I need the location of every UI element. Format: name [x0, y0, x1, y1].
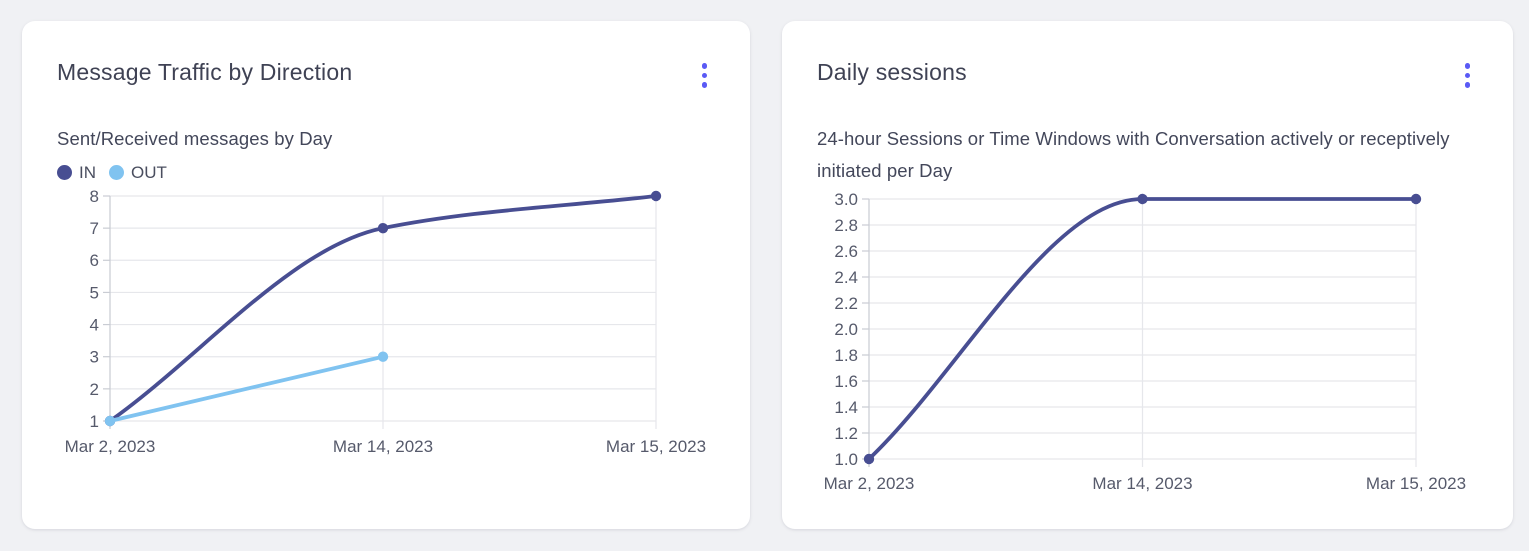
svg-text:Mar 15, 2023: Mar 15, 2023 — [606, 437, 706, 456]
kebab-dot — [1464, 63, 1470, 69]
message-traffic-card: Message Traffic by Direction Sent/Receiv… — [22, 21, 750, 529]
svg-text:Mar 2, 2023: Mar 2, 2023 — [824, 474, 915, 493]
kebab-dot — [701, 63, 707, 69]
svg-text:3.0: 3.0 — [834, 189, 858, 208]
kebab-dot — [701, 82, 707, 88]
kebab-dot — [701, 72, 707, 78]
svg-text:Mar 14, 2023: Mar 14, 2023 — [1092, 474, 1192, 493]
daily-sessions-card: Daily sessions 24-hour Sessions or Time … — [782, 21, 1513, 529]
daily-sessions-chart: 1.0 1.2 1.4 1.6 1.8 2.0 2.2 2.4 2.6 2.8 3.0 Mar 2, … — [824, 189, 1466, 493]
legend-dot-out — [109, 165, 124, 180]
svg-text:Mar 15, 2023: Mar 15, 2023 — [1366, 474, 1466, 493]
svg-text:5: 5 — [90, 283, 99, 302]
svg-text:7: 7 — [90, 219, 99, 238]
svg-text:1.4: 1.4 — [834, 397, 858, 416]
svg-text:1: 1 — [90, 411, 99, 430]
chart-legend: IN OUT — [57, 162, 715, 184]
svg-text:2.2: 2.2 — [834, 293, 858, 312]
svg-text:1.2: 1.2 — [834, 423, 858, 442]
svg-text:1.8: 1.8 — [834, 345, 858, 364]
svg-text:2.4: 2.4 — [834, 267, 858, 286]
kebab-dot — [1464, 82, 1470, 88]
svg-text:2.6: 2.6 — [834, 241, 858, 260]
message-traffic-subtitle: Sent/Received messages by Day — [57, 127, 333, 149]
daily-sessions-subtitle: 24-hour Sessions or Time Windows with Co… — [817, 127, 1450, 181]
legend-label-in: IN — [79, 162, 96, 182]
svg-text:1.0: 1.0 — [834, 449, 858, 468]
legend-dot-in — [57, 165, 72, 180]
daily-sessions-title: Daily sessions — [817, 59, 967, 85]
svg-text:Mar 2, 2023: Mar 2, 2023 — [65, 437, 156, 456]
svg-text:8: 8 — [90, 186, 99, 205]
legend-item-out: OUT — [109, 163, 167, 183]
kebab-menu-icon[interactable] — [694, 59, 716, 92]
legend-item-in: IN — [57, 163, 96, 183]
svg-text:Mar 14, 2023: Mar 14, 2023 — [333, 437, 433, 456]
svg-text:1.6: 1.6 — [834, 371, 858, 390]
svg-text:2.8: 2.8 — [834, 215, 858, 234]
svg-text:2: 2 — [90, 379, 99, 398]
card-header: Daily sessions — [817, 57, 1478, 92]
svg-text:2.0: 2.0 — [834, 319, 858, 338]
kebab-dot — [1464, 72, 1470, 78]
svg-text:6: 6 — [90, 251, 99, 270]
legend-label-out: OUT — [131, 162, 167, 182]
kebab-menu-icon[interactable] — [1457, 59, 1479, 92]
svg-text:3: 3 — [90, 347, 99, 366]
svg-text:4: 4 — [90, 315, 99, 334]
card-header: Message Traffic by Direction — [57, 57, 715, 92]
message-traffic-title: Message Traffic by Direction — [57, 59, 353, 85]
message-traffic-chart: 1 2 3 4 5 6 7 8 Mar 2, 2023 Mar 14, 2023 Mar 15, 2… — [65, 186, 706, 456]
